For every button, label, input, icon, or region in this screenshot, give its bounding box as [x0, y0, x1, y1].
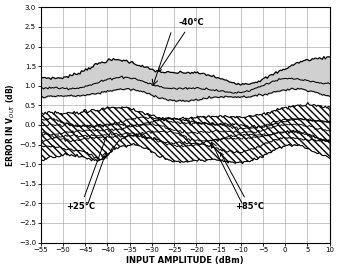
X-axis label: INPUT AMPLITUDE (dBm): INPUT AMPLITUDE (dBm) — [126, 256, 244, 265]
Polygon shape — [41, 103, 330, 164]
Text: -40°C: -40°C — [158, 18, 204, 72]
Polygon shape — [41, 117, 330, 160]
Text: +25°C: +25°C — [66, 137, 106, 211]
Text: +85°C: +85°C — [220, 153, 264, 211]
Y-axis label: ERROR IN V$_{OUT}$ (dB): ERROR IN V$_{OUT}$ (dB) — [5, 83, 17, 167]
